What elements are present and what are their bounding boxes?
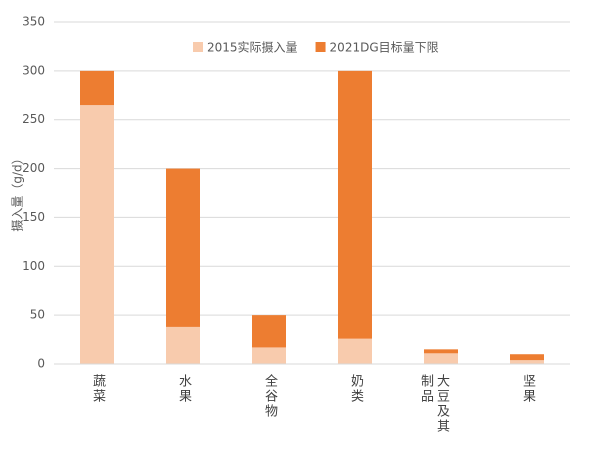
bar: [510, 360, 544, 364]
y-tick-label: 250: [22, 112, 45, 126]
y-tick-label: 150: [22, 210, 45, 224]
legend-label: 2015实际摄入量: [207, 40, 298, 55]
bar: [424, 353, 458, 364]
x-tick-label: 大豆及其制品: [418, 374, 449, 434]
x-tick-label: 水果: [176, 374, 191, 404]
y-tick-label: 200: [22, 161, 45, 175]
y-tick-label: 100: [22, 259, 45, 273]
y-tick-label: 350: [22, 15, 45, 29]
legend-label: 2021DG目标量下限: [330, 41, 439, 55]
x-tick-label: 坚果: [520, 374, 535, 404]
y-axis-label: 摄入量（g/d）: [10, 152, 25, 231]
legend-swatch: [193, 42, 203, 52]
y-tick-label: 0: [37, 357, 45, 371]
bar: [252, 347, 286, 364]
y-tick-label: 50: [30, 308, 45, 322]
bar: [80, 105, 114, 365]
bar: [338, 338, 372, 364]
bar: [166, 326, 200, 364]
x-tick-label: 蔬菜: [90, 374, 105, 404]
x-tick-label: 全谷物: [262, 374, 277, 419]
bar: [510, 354, 544, 364]
bar: [338, 70, 372, 364]
legend-swatch: [315, 42, 326, 52]
x-tick-label: 奶类: [348, 374, 363, 404]
y-tick-label: 300: [22, 63, 45, 77]
